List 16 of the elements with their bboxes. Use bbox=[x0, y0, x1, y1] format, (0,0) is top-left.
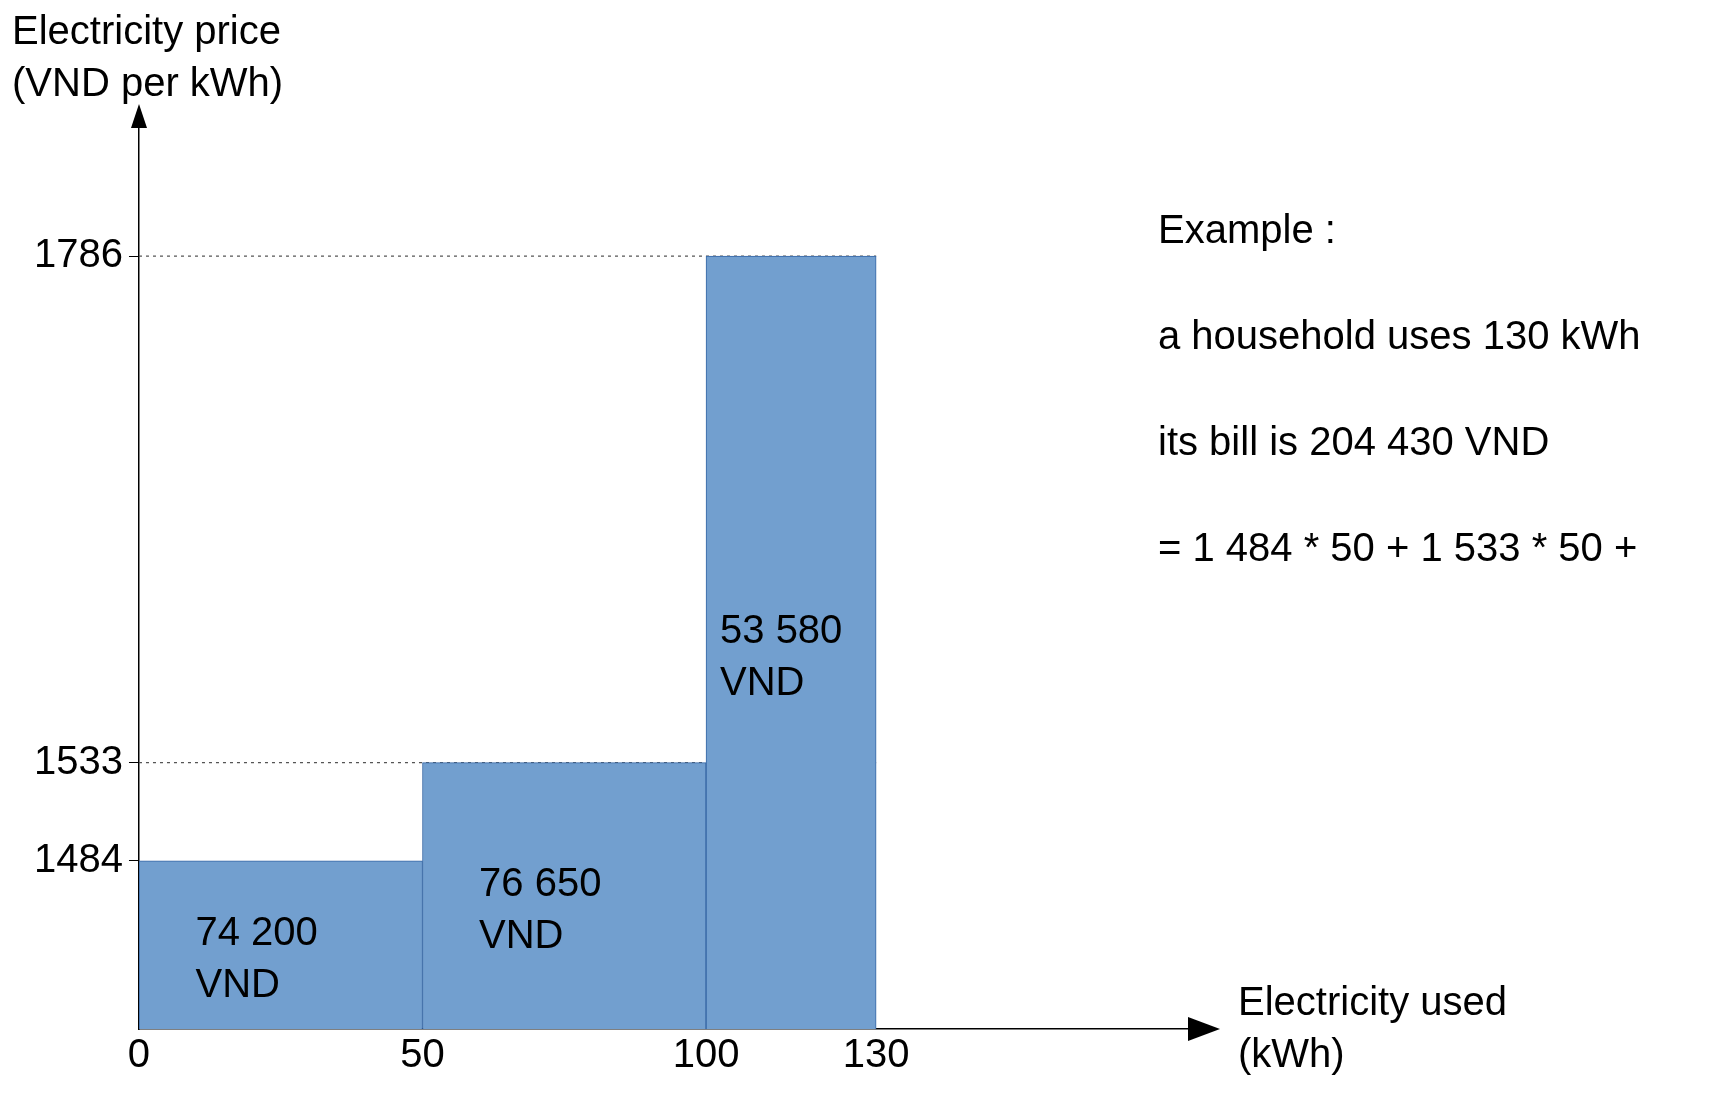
annotation: a household uses 130 kWh bbox=[1158, 313, 1641, 357]
y-tick-label: 1786 bbox=[34, 231, 123, 276]
annotation: 53 580 VND bbox=[720, 606, 843, 703]
x-tick-label: 50 bbox=[400, 1031, 445, 1076]
x-tick-label: 0 bbox=[127, 1031, 151, 1076]
annotation: 76 650 VND bbox=[479, 859, 602, 956]
annotation: = 1 484 * 50 + 1 533 * 50 + bbox=[1158, 525, 1638, 569]
x-tick-label: 100 bbox=[672, 1031, 740, 1076]
annotation: its bill is 204 430 VND bbox=[1158, 419, 1550, 463]
annotation: 74 200 VND bbox=[195, 908, 318, 1005]
y-tick-label: 1533 bbox=[34, 737, 123, 782]
x-axis-title: Electricity used (kWh) bbox=[1238, 979, 1507, 1075]
annotation: Example : bbox=[1158, 207, 1336, 251]
y-tick-label: 1484 bbox=[34, 835, 123, 880]
y-axis-title: Electricity price (VND per kWh) bbox=[12, 8, 284, 104]
x-tick-label: 130 bbox=[842, 1031, 910, 1076]
